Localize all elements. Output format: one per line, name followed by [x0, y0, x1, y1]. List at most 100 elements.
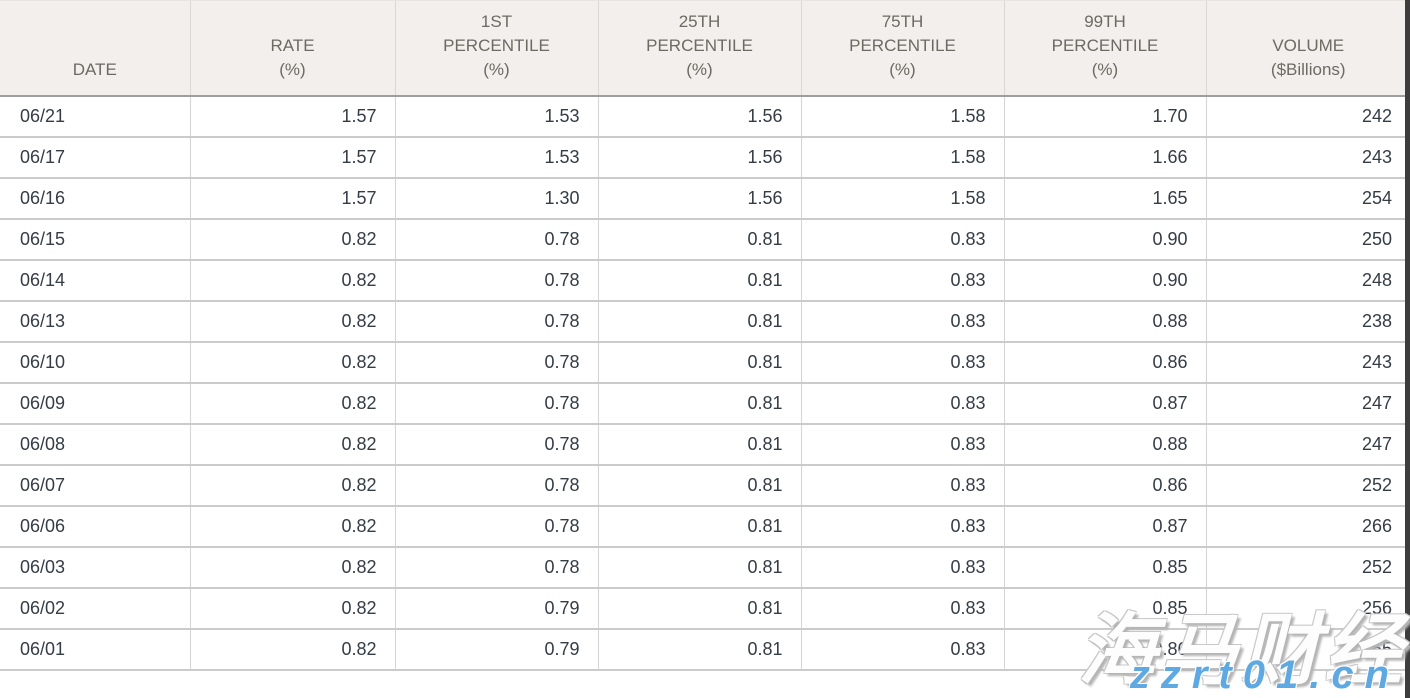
percentile-99th-cell: 0.88	[1003, 300, 1206, 343]
table-row: 06/07 0.82 0.78 0.81 0.83 0.86 252	[0, 464, 1410, 507]
volume-cell: 254	[1205, 177, 1410, 220]
date-cell: 06/08	[0, 423, 190, 466]
percentile-25th-cell: 0.81	[597, 505, 801, 548]
percentile-75th-cell: 0.83	[800, 587, 1004, 630]
percentile-99th-cell: 0.86	[1003, 464, 1206, 507]
percentile-25th-cell: 1.56	[597, 177, 801, 220]
header-volume: VOLUME ($Billions)	[1205, 0, 1410, 97]
volume-cell: 252	[1205, 464, 1410, 507]
percentile-25th-cell: 0.81	[597, 300, 801, 343]
volume-cell: 242	[1205, 95, 1410, 138]
table-header: DATE RATE (%) 1ST PERCENTILE (%) 25TH PE…	[0, 0, 1410, 97]
table-row: 06/10 0.82 0.78 0.81 0.83 0.86 243	[0, 341, 1410, 384]
rate-cell: 1.57	[189, 136, 395, 179]
rate-cell: 0.82	[189, 464, 395, 507]
percentile-25th-cell: 0.81	[597, 546, 801, 589]
rate-cell: 0.82	[189, 546, 395, 589]
percentile-99th-cell: 0.85	[1003, 587, 1206, 630]
percentile-75th-cell: 1.58	[800, 95, 1004, 138]
rate-cell: 0.82	[189, 423, 395, 466]
date-cell: 06/15	[0, 218, 190, 261]
rate-cell: 0.82	[189, 587, 395, 630]
percentile-75th-cell: 1.58	[800, 136, 1004, 179]
percentile-25th-cell: 0.81	[597, 464, 801, 507]
percentile-1st-cell: 1.53	[394, 136, 598, 179]
percentile-25th-cell: 0.81	[597, 423, 801, 466]
header-date: DATE	[0, 0, 190, 97]
header-row: DATE RATE (%) 1ST PERCENTILE (%) 25TH PE…	[0, 0, 1410, 97]
rate-cell: 0.82	[189, 628, 395, 671]
percentile-99th-cell: 0.87	[1003, 382, 1206, 425]
date-cell: 06/01	[0, 628, 190, 671]
percentile-25th-cell: 0.81	[597, 341, 801, 384]
date-cell: 06/17	[0, 136, 190, 179]
volume-cell: 248	[1205, 259, 1410, 302]
vertical-scrollbar[interactable]	[1405, 0, 1410, 698]
volume-cell: 250	[1205, 218, 1410, 261]
table-row: 06/09 0.82 0.78 0.81 0.83 0.87 247	[0, 382, 1410, 425]
rate-cell: 0.82	[189, 382, 395, 425]
percentile-1st-cell: 0.78	[394, 464, 598, 507]
volume-cell: 252	[1205, 546, 1410, 589]
percentile-25th-cell: 1.56	[597, 95, 801, 138]
percentile-1st-cell: 0.78	[394, 546, 598, 589]
date-cell: 06/02	[0, 587, 190, 630]
percentile-99th-cell: 0.88	[1003, 423, 1206, 466]
percentile-75th-cell: 0.83	[800, 505, 1004, 548]
percentile-1st-cell: 0.79	[394, 628, 598, 671]
table-row: 06/01 0.82 0.79 0.81 0.83 0.86 255	[0, 628, 1410, 671]
volume-cell: 256	[1205, 587, 1410, 630]
percentile-99th-cell: 0.90	[1003, 218, 1206, 261]
volume-cell: 238	[1205, 300, 1410, 343]
table-row: 06/21 1.57 1.53 1.56 1.58 1.70 242	[0, 95, 1410, 138]
table-row: 06/17 1.57 1.53 1.56 1.58 1.66 243	[0, 136, 1410, 179]
percentile-25th-cell: 0.81	[597, 218, 801, 261]
percentile-1st-cell: 0.78	[394, 423, 598, 466]
table-row: 06/08 0.82 0.78 0.81 0.83 0.88 247	[0, 423, 1410, 466]
percentile-75th-cell: 0.83	[800, 259, 1004, 302]
date-cell: 06/09	[0, 382, 190, 425]
rate-cell: 0.82	[189, 505, 395, 548]
percentile-99th-cell: 1.66	[1003, 136, 1206, 179]
header-rate: RATE (%)	[189, 0, 395, 97]
header-99th-percentile: 99TH PERCENTILE (%)	[1003, 0, 1206, 97]
percentile-1st-cell: 0.78	[394, 300, 598, 343]
percentile-1st-cell: 0.78	[394, 382, 598, 425]
rate-cell: 1.57	[189, 95, 395, 138]
percentile-25th-cell: 0.81	[597, 382, 801, 425]
rate-cell: 0.82	[189, 341, 395, 384]
percentile-1st-cell: 1.53	[394, 95, 598, 138]
date-cell: 06/16	[0, 177, 190, 220]
date-cell: 06/21	[0, 95, 190, 138]
percentile-75th-cell: 0.83	[800, 341, 1004, 384]
daily-rates-table: DATE RATE (%) 1ST PERCENTILE (%) 25TH PE…	[0, 0, 1410, 671]
percentile-75th-cell: 1.58	[800, 177, 1004, 220]
percentile-75th-cell: 0.83	[800, 546, 1004, 589]
percentile-25th-cell: 1.56	[597, 136, 801, 179]
header-75th-percentile: 75TH PERCENTILE (%)	[800, 0, 1004, 97]
percentile-75th-cell: 0.83	[800, 628, 1004, 671]
rate-cell: 0.82	[189, 259, 395, 302]
percentile-75th-cell: 0.83	[800, 218, 1004, 261]
percentile-1st-cell: 0.78	[394, 218, 598, 261]
percentile-99th-cell: 0.85	[1003, 546, 1206, 589]
percentile-99th-cell: 0.86	[1003, 628, 1206, 671]
table-row: 06/16 1.57 1.30 1.56 1.58 1.65 254	[0, 177, 1410, 220]
percentile-25th-cell: 0.81	[597, 259, 801, 302]
percentile-75th-cell: 0.83	[800, 382, 1004, 425]
percentile-1st-cell: 0.79	[394, 587, 598, 630]
volume-cell: 243	[1205, 136, 1410, 179]
percentile-99th-cell: 1.65	[1003, 177, 1206, 220]
date-cell: 06/07	[0, 464, 190, 507]
date-cell: 06/06	[0, 505, 190, 548]
percentile-99th-cell: 0.86	[1003, 341, 1206, 384]
rate-cell: 0.82	[189, 218, 395, 261]
table-row: 06/14 0.82 0.78 0.81 0.83 0.90 248	[0, 259, 1410, 302]
table-body: 06/21 1.57 1.53 1.56 1.58 1.70 242 06/17 1.57 1.5…	[0, 95, 1410, 671]
table-row: 06/03 0.82 0.78 0.81 0.83 0.85 252	[0, 546, 1410, 589]
header-1st-percentile: 1ST PERCENTILE (%)	[394, 0, 598, 97]
header-25th-percentile: 25TH PERCENTILE (%)	[597, 0, 801, 97]
percentile-1st-cell: 0.78	[394, 505, 598, 548]
percentile-99th-cell: 0.87	[1003, 505, 1206, 548]
